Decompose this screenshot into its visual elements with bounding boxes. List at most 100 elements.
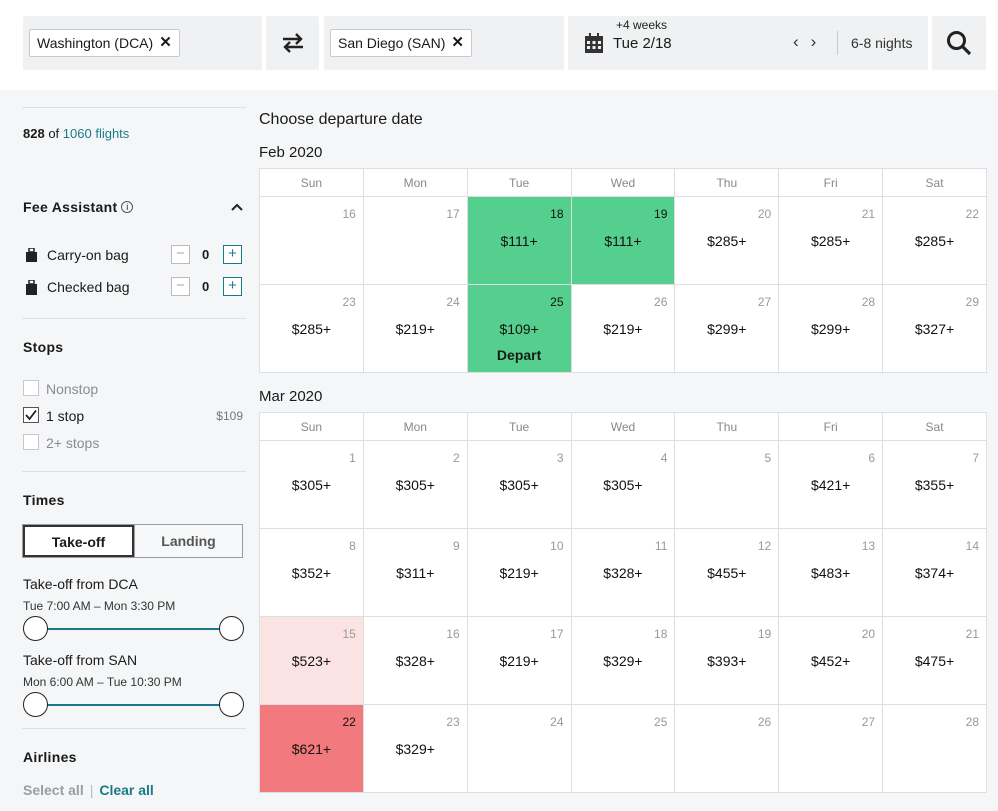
calendar-day-cell[interactable]: 1 $305+ — [259, 440, 364, 529]
calendar-day-cell[interactable]: 18 $111+ — [466, 196, 572, 285]
nonstop-label: Nonstop — [46, 381, 99, 397]
calendar-day-cell[interactable]: 21 $475+ — [882, 616, 987, 705]
calendar-day-cell[interactable]: 23 $285+ — [259, 284, 364, 373]
day-number: 22 — [342, 715, 356, 729]
take-off-dca-slider[interactable] — [22, 616, 244, 642]
calendar-day-cell[interactable]: 21 $285+ — [778, 196, 884, 285]
calendar-day-cell[interactable]: 26 $219+ — [570, 284, 676, 373]
stop-option-1-stop[interactable]: 1 stop $109 — [22, 407, 246, 425]
tab-landing[interactable]: Landing — [134, 525, 242, 557]
one-stop-checkbox[interactable] — [23, 407, 39, 423]
calendar-day-cell[interactable]: 7 $355+ — [882, 440, 987, 529]
calendar-day-cell[interactable]: 14 $374+ — [882, 528, 987, 617]
select-all-link[interactable]: Select all — [23, 782, 84, 798]
calendar-day-cell[interactable]: 18 $329+ — [570, 616, 676, 705]
calendar-day-cell[interactable]: 27 — [778, 704, 884, 793]
day-number: 12 — [757, 539, 772, 553]
calendar-day-cell[interactable]: 24 — [466, 704, 572, 793]
checked-bag-plus-button[interactable]: + — [223, 277, 242, 296]
day-price: $285+ — [291, 321, 332, 337]
slider-handle-start[interactable] — [23, 692, 48, 717]
calendar-day-cell[interactable]: 17 $219+ — [466, 616, 572, 705]
weekday-label: Fri — [778, 412, 884, 441]
count-of: of — [48, 126, 60, 141]
weekday-label: Sun — [259, 412, 364, 441]
chevron-up-icon[interactable] — [231, 203, 243, 211]
day-number: 15 — [342, 627, 356, 641]
slider-handle-end[interactable] — [219, 616, 244, 641]
day-price: $327+ — [914, 321, 955, 337]
slider-track — [35, 628, 231, 630]
weekday-label: Fri — [778, 168, 884, 197]
calendar-day-cell[interactable]: 15 $523+ — [259, 616, 364, 705]
calendar-day-cell[interactable]: 3 $305+ — [466, 440, 572, 529]
destination-chip-label: San Diego (SAN) — [338, 35, 446, 51]
take-off-dca-range: Tue 7:00 AM – Mon 3:30 PM — [23, 599, 176, 613]
calendar-day-cell[interactable]: 12 $455+ — [674, 528, 780, 617]
calendar-day-cell[interactable]: 25 — [570, 704, 676, 793]
clear-all-link[interactable]: Clear all — [99, 782, 154, 798]
calendar-day-cell[interactable]: 25 $109+ Depart — [466, 284, 572, 373]
day-price: $329+ — [603, 653, 643, 669]
day-price: $111+ — [604, 233, 642, 249]
stop-option-nonstop[interactable]: Nonstop — [22, 380, 246, 398]
take-off-san-slider[interactable] — [22, 692, 244, 718]
tab-take-off[interactable]: Take-off — [23, 525, 134, 557]
nonstop-checkbox[interactable] — [23, 380, 39, 396]
calendar-day-cell[interactable]: 10 $219+ — [466, 528, 572, 617]
day-price: $475+ — [914, 653, 955, 669]
calendar-day-cell[interactable]: 20 $285+ — [674, 196, 780, 285]
nights-selector[interactable]: 6-8 nights — [851, 35, 913, 51]
two-plus-stops-checkbox[interactable] — [23, 434, 39, 450]
calendar-day-cell[interactable]: 16 — [259, 196, 364, 285]
carry-on-minus-button[interactable]: − — [171, 245, 190, 264]
stop-option-2-plus[interactable]: 2+ stops — [22, 434, 246, 452]
slider-handle-start[interactable] — [23, 616, 48, 641]
destination-field[interactable]: San Diego (SAN) ✕ — [324, 16, 564, 70]
day-number: 10 — [550, 539, 564, 553]
info-icon[interactable]: i — [121, 201, 134, 213]
calendar-day-cell[interactable]: 28 — [882, 704, 987, 793]
slider-handle-end[interactable] — [219, 692, 244, 717]
remove-origin-icon[interactable]: ✕ — [159, 34, 172, 51]
swap-button[interactable] — [266, 16, 319, 70]
calendar-day-cell[interactable]: 28 $299+ — [778, 284, 884, 373]
calendar-day-cell[interactable]: 23 $329+ — [362, 704, 468, 793]
carry-on-plus-button[interactable]: + — [223, 245, 242, 264]
origin-field[interactable]: Washington (DCA) ✕ — [23, 16, 262, 70]
chevron-right-icon[interactable]: › — [810, 32, 817, 51]
calendar-day-cell[interactable]: 16 $328+ — [362, 616, 468, 705]
day-number: 28 — [965, 715, 979, 729]
calendar-day-cell[interactable]: 17 — [362, 196, 468, 285]
calendar-day-cell[interactable]: 26 — [674, 704, 780, 793]
calendar-day-cell[interactable]: 24 $219+ — [362, 284, 468, 373]
day-number: 21 — [965, 627, 979, 641]
day-price: $311+ — [396, 565, 435, 581]
calendar-day-cell[interactable]: 29 $327+ — [882, 284, 987, 373]
checked-bag-minus-button[interactable]: − — [171, 277, 190, 296]
day-price: $355+ — [914, 477, 955, 493]
calendar-day-cell[interactable]: 8 $352+ — [259, 528, 364, 617]
take-off-dca-title: Take-off from DCA — [23, 576, 138, 592]
calendar-day-cell[interactable]: 22 $621+ — [259, 704, 364, 793]
origin-chip[interactable]: Washington (DCA) ✕ — [29, 29, 180, 57]
calendar-day-cell[interactable]: 19 $393+ — [674, 616, 780, 705]
search-button[interactable] — [932, 16, 986, 70]
calendar-day-cell[interactable]: 13 $483+ — [778, 528, 884, 617]
count-total-link[interactable]: 1060 flights — [62, 126, 130, 141]
calendar-day-cell[interactable]: 19 $111+ — [570, 196, 676, 285]
date-field[interactable]: +4 weeks Tue 2/18 ‹ › 6-8 nights — [568, 16, 928, 70]
remove-destination-icon[interactable]: ✕ — [451, 34, 464, 51]
calendar-day-cell[interactable]: 4 $305+ — [570, 440, 676, 529]
calendar-day-cell[interactable]: 11 $328+ — [570, 528, 676, 617]
chevron-left-icon[interactable]: ‹ — [793, 32, 799, 51]
destination-chip[interactable]: San Diego (SAN) ✕ — [330, 29, 472, 57]
calendar-day-cell[interactable]: 2 $305+ — [362, 440, 468, 529]
calendar-day-cell[interactable]: 27 $299+ — [674, 284, 780, 373]
calendar-day-cell[interactable]: 22 $285+ — [882, 196, 987, 285]
calendar-day-cell[interactable]: 6 $421+ — [778, 440, 884, 529]
day-price: $393+ — [707, 653, 747, 669]
calendar-day-cell[interactable]: 20 $452+ — [778, 616, 884, 705]
calendar-day-cell[interactable]: 9 $311+ — [362, 528, 468, 617]
calendar-day-cell[interactable]: 5 — [674, 440, 780, 529]
